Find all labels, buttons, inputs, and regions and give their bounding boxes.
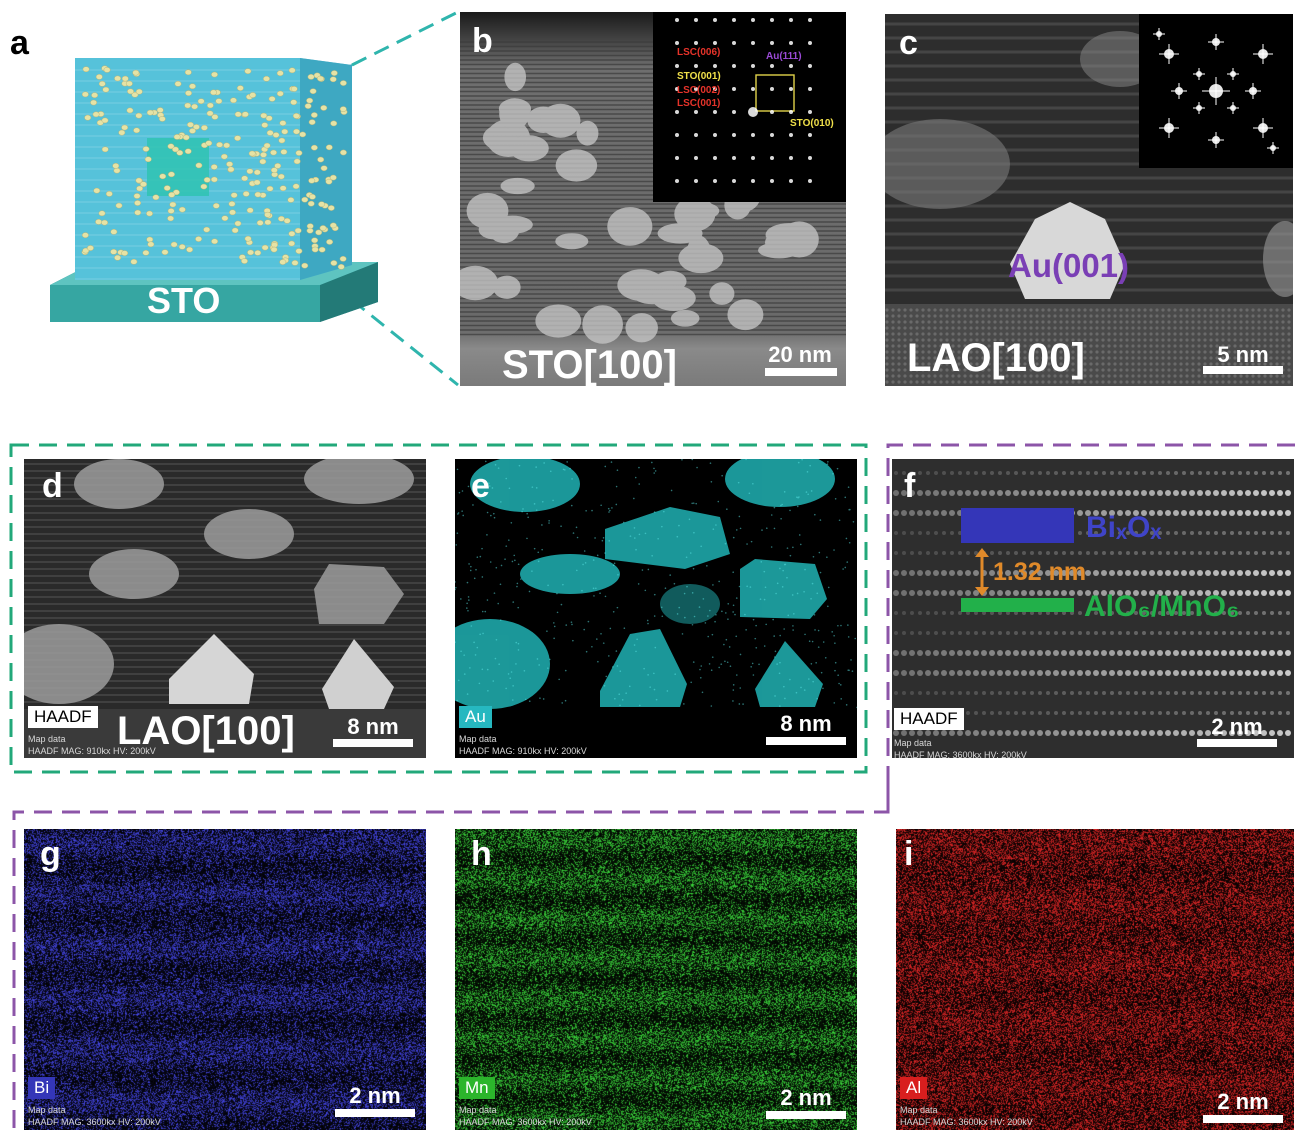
au-tag-e: Au xyxy=(459,706,492,728)
panel-label-g: g xyxy=(40,835,61,873)
haadf-tag-f: HAADF xyxy=(894,708,964,730)
au-map-e xyxy=(455,459,857,709)
panel-label-f: f xyxy=(904,467,916,505)
zone-axis-c: LAO[100] xyxy=(907,336,1085,380)
scale-bar-c xyxy=(1203,366,1283,374)
bi-tag-g: Bi xyxy=(28,1077,56,1099)
bi-map-g xyxy=(24,829,426,1130)
panel-label-i: i xyxy=(904,835,914,873)
spacing-arrow xyxy=(975,548,989,596)
panel-i: i Al 2 nm Map data HAADF MAG: 3600kx HV:… xyxy=(896,829,1294,1130)
al-map-i xyxy=(896,829,1294,1130)
map-meta-d2: HAADF MAG: 910kx HV: 200kV xyxy=(28,746,156,756)
zone-axis-d: LAO[100] xyxy=(117,709,295,753)
scale-bar-i xyxy=(1203,1115,1283,1123)
scale-bar-b xyxy=(765,368,837,376)
map-meta-i2: HAADF MAG: 3600kx HV: 200kV xyxy=(900,1117,1033,1127)
scale-bar-d xyxy=(333,739,413,747)
mn-tag-h: Mn xyxy=(459,1077,495,1099)
map-meta-e2: HAADF MAG: 910kx HV: 200kV xyxy=(459,746,587,756)
panel-label-b: b xyxy=(472,22,493,60)
map-meta-f2: HAADF MAG: 3600kx HV: 200kV xyxy=(894,750,1027,758)
panel-label-c: c xyxy=(899,24,918,62)
au111-label: Au(111) xyxy=(766,51,802,62)
lsc006-label: LSC(006) xyxy=(677,47,721,58)
scale-label-i: 2 nm xyxy=(1217,1089,1269,1114)
lsc001-label: LSC(001) xyxy=(677,98,721,109)
al-mn-layer-label: AlO₆/MnO₆ xyxy=(1084,590,1240,623)
substrate-label: STO xyxy=(147,280,221,321)
scale-label-b: 20 nm xyxy=(768,342,832,367)
scale-label-f: 2 nm xyxy=(1211,714,1263,739)
map-meta-h2: HAADF MAG: 3600kx HV: 200kV xyxy=(459,1117,592,1127)
haadf-tag-d: HAADF xyxy=(28,706,98,728)
spacing-label: 1.32 nm xyxy=(993,558,1087,586)
map-meta-g1: Map data xyxy=(28,1105,66,1115)
scale-label-d: 8 nm xyxy=(347,714,399,739)
scale-bar-e xyxy=(766,737,846,745)
panel-label-e: e xyxy=(471,467,490,505)
panel-label-d: d xyxy=(42,467,63,505)
sto010-label: STO(010) xyxy=(790,118,834,129)
bi-layer-bar xyxy=(961,508,1074,543)
mn-layer-bar xyxy=(961,598,1074,612)
scale-label-g: 2 nm xyxy=(349,1083,401,1108)
panel-e: e Au 8 nm Map data HAADF MAG: 910kx HV: … xyxy=(455,459,857,758)
panel-g: g Bi 2 nm Map data HAADF MAG: 3600kx HV:… xyxy=(24,829,426,1130)
map-meta-g2: HAADF MAG: 3600kx HV: 200kV xyxy=(28,1117,161,1127)
sto001-label: STO(001) xyxy=(677,71,721,82)
al-tag-i: Al xyxy=(900,1077,928,1099)
scale-bar-g xyxy=(335,1109,415,1117)
panel-c: c Au(001) LAO[100] 5 nm xyxy=(885,14,1293,386)
map-meta-d1: Map data xyxy=(28,734,66,744)
schematic-illustration xyxy=(50,58,378,322)
panel-d: d HAADF LAO[100] 8 nm Map data HAADF MAG… xyxy=(24,459,426,758)
panel-label-a: a xyxy=(10,24,29,62)
panel-f: f BiₓOₓ 1.32 nm AlO₆/MnO₆ HAADF 2 nm Map… xyxy=(892,459,1294,758)
scale-label-e: 8 nm xyxy=(780,711,832,736)
map-meta-i1: Map data xyxy=(900,1105,938,1115)
scale-label-h: 2 nm xyxy=(780,1085,832,1110)
scale-bar-h xyxy=(766,1111,846,1119)
lsc002-label: LSC(002) xyxy=(677,85,721,96)
panel-a: a STO xyxy=(0,0,440,400)
au001-label: Au(001) xyxy=(1008,247,1130,284)
bi-layer-label: BiₓOₓ xyxy=(1086,511,1162,544)
panel-label-h: h xyxy=(471,835,492,873)
scale-label-c: 5 nm xyxy=(1217,342,1269,367)
scale-bar-f xyxy=(1197,739,1277,747)
panel-b: LSC(006) Au(111) STO(001) LSC(002) LSC(0… xyxy=(460,12,846,386)
diffraction-inset: LSC(006) Au(111) STO(001) LSC(002) LSC(0… xyxy=(653,12,846,202)
zone-axis-b: STO[100] xyxy=(502,343,677,386)
map-meta-f1: Map data xyxy=(894,738,932,748)
fft-inset xyxy=(1139,14,1293,168)
map-meta-e1: Map data xyxy=(459,734,497,744)
panel-h: h Mn 2 nm Map data HAADF MAG: 3600kx HV:… xyxy=(455,829,857,1130)
map-meta-h1: Map data xyxy=(459,1105,497,1115)
mn-map-h xyxy=(455,829,857,1130)
